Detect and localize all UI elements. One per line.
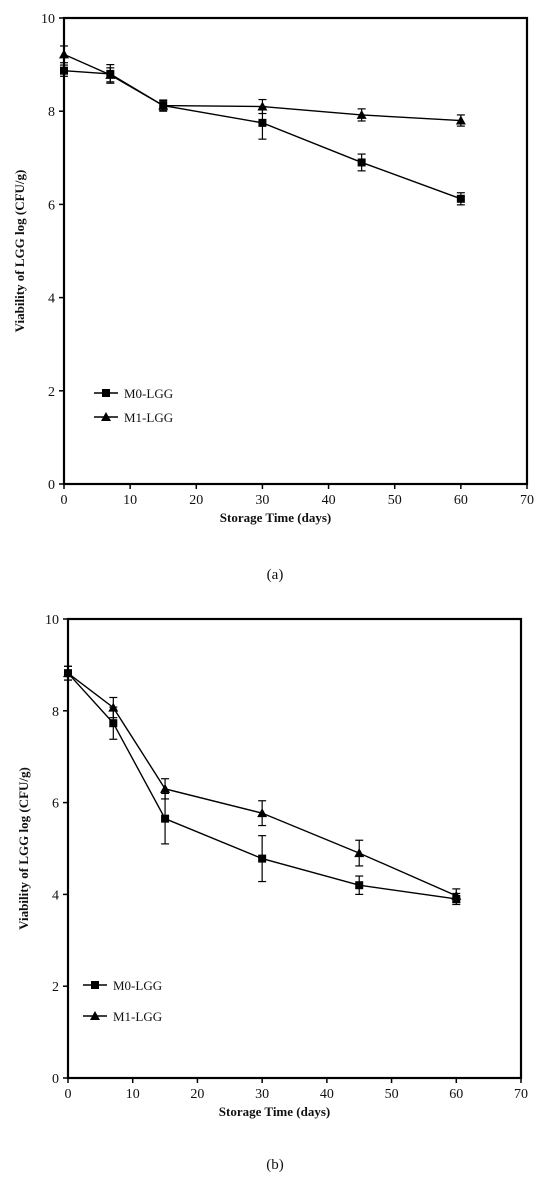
data-point-triangle: [257, 101, 268, 111]
data-point-triangle: [455, 115, 466, 125]
series-line-m1-lgg: [63, 53, 461, 122]
y-axis-title: Viability of LGG log (CFU/g): [16, 767, 31, 930]
data-point-triangle: [451, 890, 462, 900]
y-tick-label: 10: [41, 12, 55, 27]
x-axis-title: Storage Time (days): [219, 1104, 330, 1119]
data-point-triangle: [108, 702, 119, 712]
chart-a: 0 10 20 30 40 50 60 70 0 2 4 6 8 10 Storage Time (days…: [12, 12, 534, 583]
x-tick-label: 60: [449, 1087, 463, 1102]
figure-caption: (b): [266, 1157, 284, 1173]
legend-label: M1-LGG: [124, 410, 173, 425]
x-tick-label: 0: [65, 1087, 72, 1102]
y-tick-label: 4: [52, 888, 59, 903]
x-tick-label: 0: [61, 493, 68, 508]
x-tick-label: 50: [385, 1087, 399, 1102]
legend-label: M0-LGG: [113, 978, 162, 993]
x-tick-label: 20: [189, 493, 203, 508]
data-point-triangle: [158, 100, 169, 110]
y-tick-label: 4: [48, 292, 55, 307]
x-tick-label: 10: [126, 1087, 140, 1102]
legend-marker-square: [91, 981, 99, 989]
series-line-m0-lgg: [63, 69, 462, 200]
data-point-triangle: [160, 783, 171, 793]
y-tick-label: 0: [48, 478, 55, 493]
x-tick-label: 30: [255, 493, 269, 508]
legend-label: M1-LGG: [113, 1009, 162, 1024]
data-point-triangle: [59, 49, 69, 59]
data-point-square: [456, 194, 465, 203]
y-tick-label: 2: [52, 980, 59, 995]
data-point-square: [258, 854, 267, 863]
x-tick-label: 70: [520, 493, 534, 508]
legend-label: M0-LGG: [124, 386, 173, 401]
plot-frame: [66, 617, 523, 1080]
y-tick-label: 6: [48, 198, 55, 213]
legend-marker-triangle: [90, 1011, 100, 1020]
x-tick-label: 60: [454, 493, 468, 508]
data-point-triangle: [354, 848, 365, 858]
data-point-square: [161, 814, 170, 823]
data-point-square: [357, 158, 366, 167]
legend-marker-triangle: [101, 412, 111, 421]
y-tick-label: 2: [48, 385, 55, 400]
x-tick-label: 50: [388, 493, 402, 508]
figure-caption: (a): [267, 567, 284, 583]
data-point-square: [109, 719, 118, 728]
plot-frame: [62, 16, 529, 486]
data-point-triangle: [356, 109, 367, 119]
data-point-triangle: [63, 668, 73, 678]
y-axis-title: Viability of LGG log (CFU/g): [12, 170, 27, 333]
x-tick-label: 70: [514, 1087, 528, 1102]
data-point-square: [258, 118, 267, 127]
x-axis-title: Storage Time (days): [220, 510, 331, 525]
y-tick-label: 0: [52, 1072, 59, 1087]
x-tick-label: 10: [123, 493, 137, 508]
y-tick-label: 6: [52, 797, 59, 812]
series-line-m0-lgg: [67, 672, 457, 900]
x-tick-label: 40: [322, 493, 336, 508]
y-tick-label: 10: [45, 613, 59, 628]
y-tick-label: 8: [48, 105, 55, 120]
x-tick-label: 40: [320, 1087, 334, 1102]
series-line-m1-lgg: [67, 672, 457, 897]
data-point-triangle: [105, 69, 116, 79]
x-tick-label: 20: [190, 1087, 204, 1102]
chart-b: 0 10 20 30 40 50 60 70 0 2 4 6 8 10 Storage Time (days…: [16, 613, 528, 1173]
data-point-square: [60, 66, 68, 75]
data-point-triangle: [257, 808, 268, 818]
y-tick-label: 8: [52, 705, 59, 720]
x-tick-label: 30: [255, 1087, 269, 1102]
legend-marker-square: [102, 389, 110, 397]
data-point-square: [355, 881, 364, 890]
